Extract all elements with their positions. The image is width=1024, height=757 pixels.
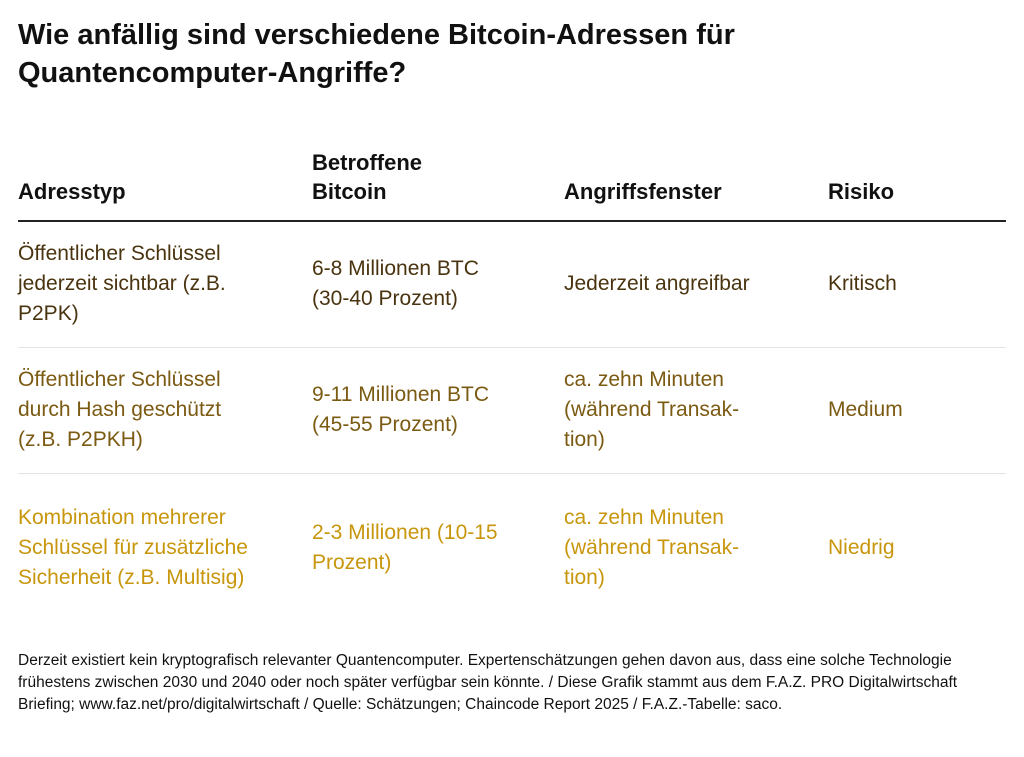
header-angriffsfenster: Angriffsfenster xyxy=(564,148,828,222)
cell-bitcoin: 6-8 Millionen BTC (30-40 Prozent) xyxy=(312,221,564,348)
cell-risiko: Kritisch xyxy=(828,221,1006,348)
header-betroffene-bitcoin: Betroffene Bitcoin xyxy=(312,148,564,222)
table-row: Öffentlicher Schlüssel jederzeit sichtba… xyxy=(18,221,1006,348)
risk-table: Adresstyp Betroffene Bitcoin Angriffsfen… xyxy=(18,148,1006,623)
page-title: Wie anfällig sind verschiedene Bitcoin-A… xyxy=(18,19,735,89)
cell-bitcoin: 9-11 Millionen BTC (45-55 Prozent) xyxy=(312,347,564,474)
footnote: Derzeit existiert kein kryptografisch re… xyxy=(18,652,958,713)
cell-adresstyp: Öffentlicher Schlüssel durch Hash geschü… xyxy=(18,347,312,474)
cell-risiko: Medium xyxy=(828,347,1006,474)
cell-adresstyp: Öffentlicher Schlüssel jederzeit sichtba… xyxy=(18,221,312,348)
table-row: Öffentlicher Schlüssel durch Hash geschü… xyxy=(18,347,1006,474)
cell-angriffsfenster: ca. zehn Minuten (während Transak-tion) xyxy=(564,347,828,474)
header-betroffene-bitcoin-label: Betroffene Bitcoin xyxy=(312,150,423,204)
cell-adresstyp: Kombination mehrerer Schlüssel für zusät… xyxy=(18,506,248,590)
header-risiko: Risiko xyxy=(828,148,1006,222)
header-adresstyp: Adresstyp xyxy=(18,148,312,222)
table-row: Kombination mehrerer Schlüssel für zusät… xyxy=(18,473,1006,623)
cell-angriffsfenster: ca. zehn Minuten (während Transak-tion) xyxy=(564,506,740,590)
cell-risiko: Niedrig xyxy=(828,536,895,560)
cell-bitcoin: 2-3 Millionen (10-15 Prozent) xyxy=(312,521,498,575)
table-header-row: Adresstyp Betroffene Bitcoin Angriffsfen… xyxy=(18,148,1006,222)
cell-angriffsfenster: Jederzeit angreifbar xyxy=(564,221,828,348)
